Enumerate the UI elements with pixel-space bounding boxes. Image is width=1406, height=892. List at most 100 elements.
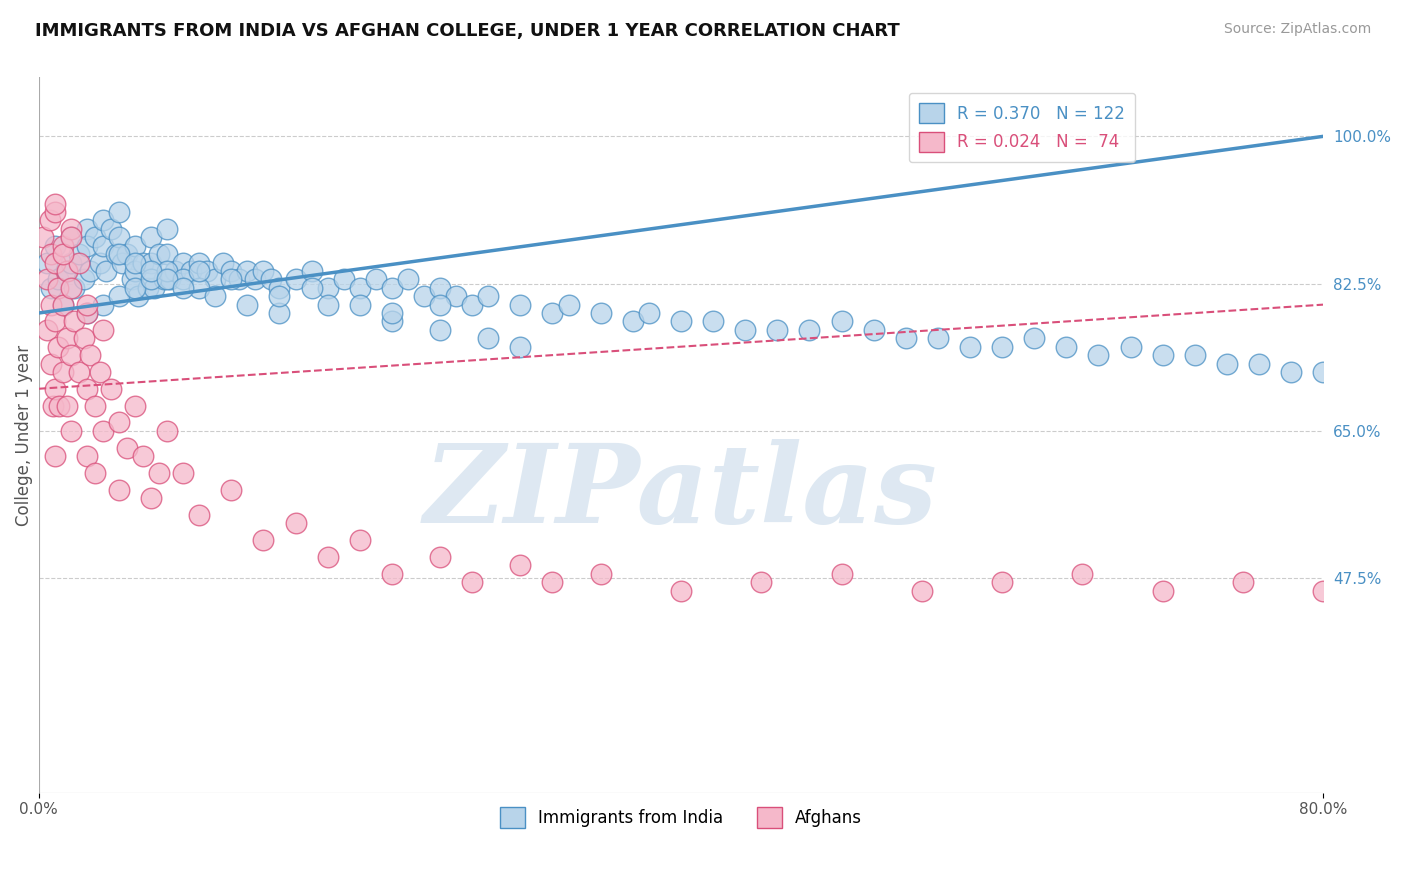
Point [477, 331, 499, 345]
Point [228, 272, 250, 286]
Point [188, 264, 211, 278]
Point [156, 222, 179, 236]
Point [38, 213, 60, 227]
Point [1152, 583, 1174, 598]
Point [108, 205, 131, 219]
Point [59, 255, 82, 269]
Point [44, 314, 66, 328]
Point [188, 508, 211, 522]
Point [41, 357, 63, 371]
Point [32, 230, 55, 244]
Point [100, 222, 122, 236]
Point [541, 306, 564, 320]
Point [59, 230, 82, 244]
Point [44, 449, 66, 463]
Point [35, 323, 58, 337]
Point [349, 533, 371, 548]
Point [172, 255, 194, 269]
Point [136, 281, 159, 295]
Point [59, 348, 82, 362]
Point [509, 340, 531, 354]
Point [132, 449, 155, 463]
Point [56, 331, 79, 345]
Point [1024, 331, 1046, 345]
Point [91, 424, 114, 438]
Point [132, 255, 155, 269]
Point [48, 399, 70, 413]
Point [159, 272, 181, 286]
Point [115, 247, 138, 261]
Point [1071, 566, 1094, 581]
Point [83, 466, 105, 480]
Point [94, 264, 117, 278]
Point [108, 230, 131, 244]
Point [76, 222, 98, 236]
Point [67, 365, 90, 379]
Point [413, 289, 436, 303]
Point [72, 331, 94, 345]
Point [76, 306, 98, 320]
Point [46, 340, 69, 354]
Point [284, 516, 307, 531]
Point [124, 281, 146, 295]
Point [44, 205, 66, 219]
Point [108, 483, 131, 497]
Point [63, 314, 86, 328]
Point [139, 255, 162, 269]
Point [831, 314, 853, 328]
Point [139, 272, 162, 286]
Point [79, 348, 101, 362]
Point [44, 238, 66, 252]
Point [76, 382, 98, 396]
Point [927, 331, 949, 345]
Point [44, 382, 66, 396]
Point [156, 424, 179, 438]
Point [349, 298, 371, 312]
Point [637, 306, 659, 320]
Point [59, 230, 82, 244]
Point [124, 255, 146, 269]
Point [1152, 348, 1174, 362]
Point [127, 289, 149, 303]
Point [269, 306, 291, 320]
Point [669, 314, 692, 328]
Point [76, 449, 98, 463]
Point [104, 247, 127, 261]
Point [188, 281, 211, 295]
Point [172, 281, 194, 295]
Point [252, 533, 274, 548]
Point [477, 289, 499, 303]
Point [429, 281, 451, 295]
Point [429, 550, 451, 565]
Point [669, 583, 692, 598]
Point [1184, 348, 1206, 362]
Point [76, 306, 98, 320]
Point [100, 382, 122, 396]
Point [41, 298, 63, 312]
Point [83, 399, 105, 413]
Point [429, 298, 451, 312]
Point [139, 491, 162, 505]
Point [42, 399, 65, 413]
Point [153, 272, 176, 286]
Point [139, 264, 162, 278]
Point [349, 281, 371, 295]
Point [269, 289, 291, 303]
Point [91, 213, 114, 227]
Point [148, 247, 170, 261]
Point [67, 255, 90, 269]
Point [124, 238, 146, 252]
Point [734, 323, 756, 337]
Point [212, 255, 235, 269]
Point [46, 272, 69, 286]
Text: ZIPatlas: ZIPatlas [425, 439, 938, 546]
Point [143, 281, 166, 295]
Point [589, 306, 612, 320]
Point [509, 558, 531, 573]
Point [52, 238, 75, 252]
Point [991, 340, 1014, 354]
Point [1119, 340, 1142, 354]
Point [139, 230, 162, 244]
Point [269, 281, 291, 295]
Point [749, 575, 772, 590]
